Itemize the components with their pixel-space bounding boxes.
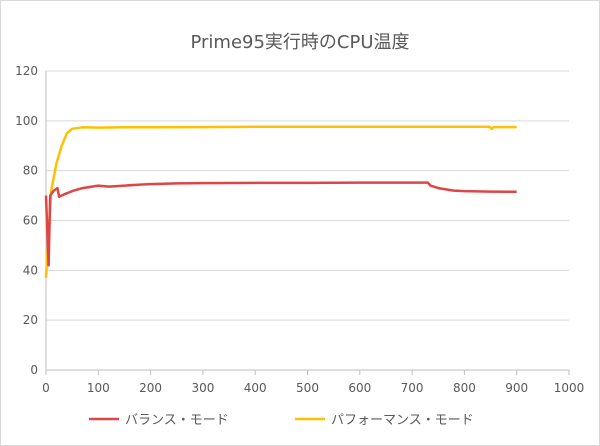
y-tick-label-3: 60 [23, 214, 38, 228]
y-tick-label-4: 80 [23, 164, 38, 178]
series-group [44, 125, 517, 278]
x-tick-label-1: 100 [87, 381, 110, 395]
legend-label-balance: バランス・モード [125, 413, 229, 428]
y-tick-label-0: 0 [30, 363, 38, 377]
y-tick-label-6: 120 [15, 64, 38, 78]
x-tick-label-6: 600 [348, 381, 371, 395]
y-tick-label-5: 100 [15, 114, 38, 128]
series-line-0 [44, 181, 517, 267]
x-tick-label-10: 1000 [554, 381, 585, 395]
x-tick-label-7: 700 [401, 381, 424, 395]
x-tick-label-0: 0 [42, 381, 50, 395]
chart-title: Prime95実行時のCPU温度 [190, 32, 409, 53]
series-line-1 [44, 125, 517, 278]
gridlines [46, 70, 569, 321]
x-tick-label-5: 500 [296, 381, 319, 395]
legend: バランス・モード パフォーマンス・モード [89, 413, 474, 428]
x-tick-labels: 0 100 200 300 400 500 600 700 800 900 1000 [42, 381, 584, 395]
y-tick-label-1: 20 [23, 313, 38, 327]
y-tick-labels: 0 20 40 60 80 100 120 [15, 64, 38, 377]
x-tick-label-2: 200 [139, 381, 162, 395]
x-tick-label-3: 300 [191, 381, 214, 395]
x-tick-label-8: 800 [453, 381, 476, 395]
x-tick-label-9: 900 [505, 381, 528, 395]
legend-label-performance: パフォーマンス・モード [331, 413, 474, 428]
y-tick-label-2: 40 [23, 263, 38, 277]
x-tick-label-4: 400 [244, 381, 267, 395]
axes [45, 71, 570, 375]
